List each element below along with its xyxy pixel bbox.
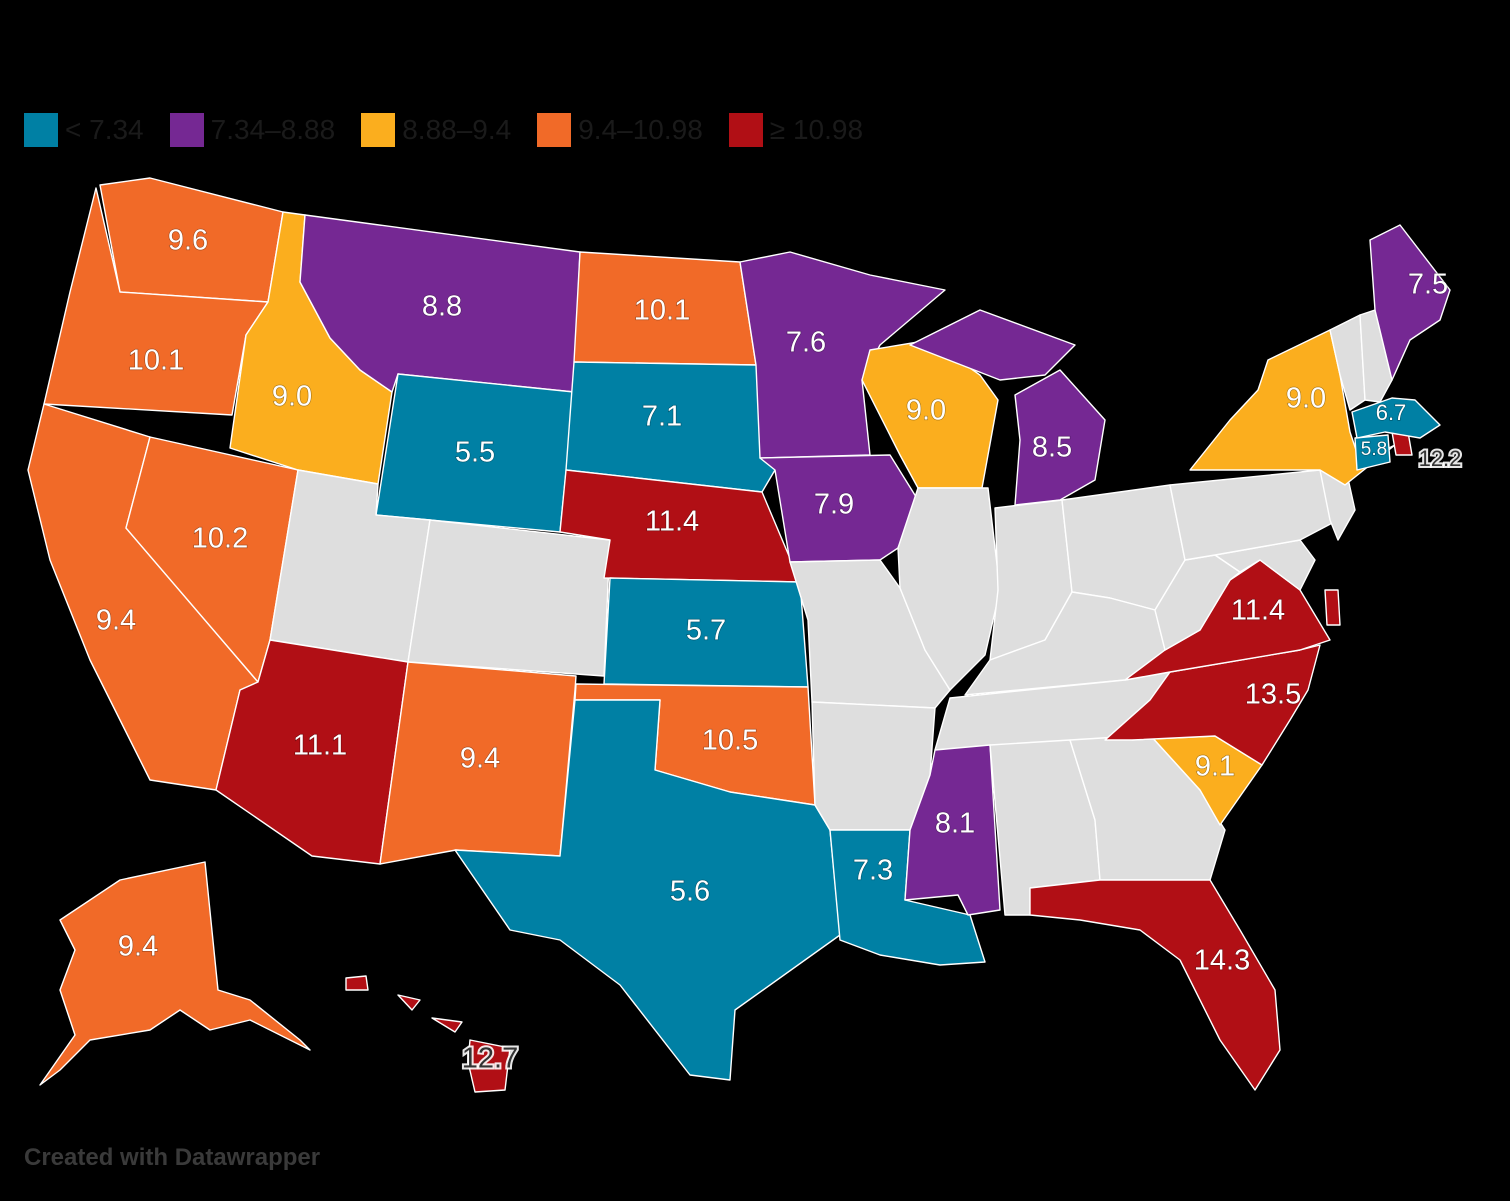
value-label-connecticut: 5.8 — [1361, 439, 1387, 460]
credit-text: Created with Datawrapper — [24, 1144, 321, 1171]
legend-label: < 7.34 — [65, 114, 144, 145]
state-texas — [454, 699, 841, 1081]
value-label-north-carolina: 13.5 — [1245, 679, 1301, 711]
value-label-michigan: 8.5 — [1032, 432, 1072, 464]
state-iowa — [759, 454, 919, 563]
value-label-florida: 14.3 — [1194, 945, 1250, 977]
value-label-nevada: 10.2 — [192, 523, 248, 555]
legend-swatch — [361, 113, 396, 147]
state-south-dakota — [565, 361, 776, 493]
value-label-iowa: 7.9 — [814, 489, 854, 521]
value-label-wisconsin: 9.0 — [906, 395, 946, 427]
state-new-hampshire — [1359, 309, 1393, 403]
legend-swatch — [537, 113, 572, 147]
value-label-california: 9.4 — [96, 605, 136, 637]
legend-label: 7.34–8.88 — [210, 114, 336, 145]
value-labels-layer: 9.6 10.1 9.4 10.2 9.0 8.8 5.5 11.1 9.4 10.1 7.1 11.… — [95, 224, 1463, 1077]
legend-item-bin-0: < 7.34 — [24, 113, 144, 147]
state-mississippi — [904, 744, 1001, 916]
state-maine — [1369, 224, 1451, 381]
value-label-louisiana: 7.3 — [853, 855, 893, 887]
state-pennsylvania — [1169, 469, 1339, 561]
state-michigan — [909, 309, 1106, 506]
value-label-alaska: 9.4 — [118, 931, 158, 963]
legend-swatch — [728, 113, 763, 147]
state-delaware — [1324, 589, 1341, 626]
states-layer — [27, 177, 1451, 1093]
value-label-rhode-island: 12.2 — [1419, 446, 1462, 471]
value-label-nebraska: 11.4 — [645, 506, 699, 538]
value-label-new-mexico: 9.4 — [460, 743, 500, 775]
legend: < 7.34 7.34–8.88 8.88–9.4 9.4–10.98 ≥ 10… — [24, 112, 889, 148]
value-label-idaho: 9.0 — [272, 381, 312, 413]
value-label-south-dakota: 7.1 — [642, 401, 682, 433]
state-massachusetts — [1351, 397, 1441, 439]
legend-item-bin-1: 7.34–8.88 — [169, 113, 336, 147]
value-label-virginia: 11.4 — [1231, 595, 1285, 627]
legend-swatch — [24, 113, 58, 147]
state-hawaii — [345, 975, 511, 1093]
state-new-york — [1189, 329, 1396, 486]
value-label-new-york: 9.0 — [1286, 383, 1326, 415]
value-label-washington: 9.6 — [168, 225, 208, 257]
state-florida — [1029, 879, 1281, 1091]
value-label-south-carolina: 9.1 — [1195, 751, 1235, 783]
legend-item-bin-3: 9.4–10.98 — [537, 113, 703, 147]
value-label-maine: 7.5 — [1408, 269, 1448, 301]
value-label-north-dakota: 10.1 — [634, 295, 690, 327]
value-label-hawaii: 12.7 — [462, 1043, 518, 1075]
state-illinois — [897, 487, 1001, 691]
legend-label: 9.4–10.98 — [578, 114, 703, 145]
value-label-minnesota: 7.6 — [786, 327, 826, 359]
state-colorado — [407, 519, 611, 677]
value-label-wyoming: 5.5 — [455, 437, 495, 469]
legend-item-bin-2: 8.88–9.4 — [361, 113, 511, 147]
value-label-mississippi: 8.1 — [935, 808, 975, 840]
legend-label: 8.88–9.4 — [402, 114, 512, 145]
value-label-montana: 8.8 — [422, 291, 462, 323]
legend-swatch — [169, 113, 204, 147]
state-alaska — [39, 861, 311, 1086]
legend-label: ≥ 10.98 — [769, 114, 864, 145]
value-label-massachusetts: 6.7 — [1376, 400, 1407, 425]
state-connecticut — [1354, 434, 1391, 471]
value-label-oklahoma: 10.5 — [702, 725, 758, 757]
value-label-arizona: 11.1 — [293, 730, 347, 762]
state-vermont — [1329, 314, 1366, 411]
value-label-kansas: 5.7 — [686, 615, 726, 647]
legend-item-bin-4: ≥ 10.98 — [728, 113, 864, 147]
state-oregon — [43, 187, 269, 416]
value-label-oregon: 10.1 — [128, 345, 184, 377]
state-north-carolina — [1104, 644, 1321, 766]
state-nebraska — [559, 469, 801, 583]
value-label-texas: 5.6 — [670, 876, 710, 908]
